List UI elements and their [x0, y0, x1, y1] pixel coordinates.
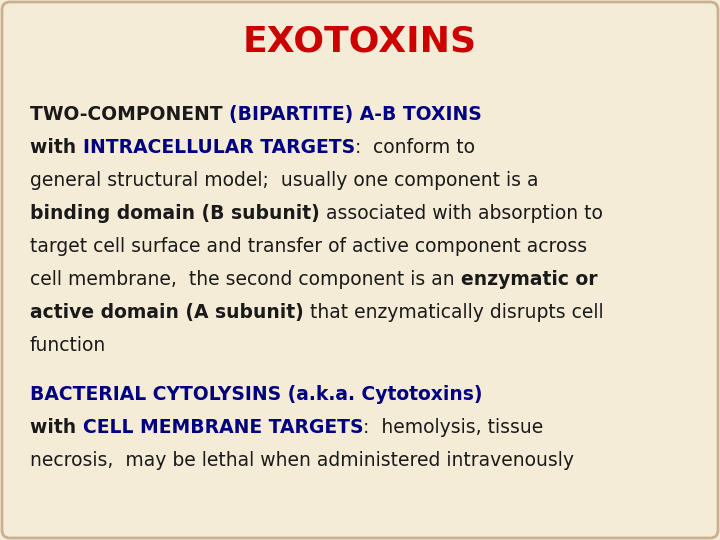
Text: active domain (A subunit): active domain (A subunit): [30, 303, 304, 322]
Text: target cell surface and transfer of active component across: target cell surface and transfer of acti…: [30, 237, 587, 256]
Text: with: with: [30, 138, 83, 157]
Text: TWO-COMPONENT: TWO-COMPONENT: [30, 105, 229, 124]
Text: necrosis,  may be lethal when administered intravenously: necrosis, may be lethal when administere…: [30, 451, 574, 470]
Text: enzymatic or: enzymatic or: [461, 270, 598, 289]
Text: EXOTOXINS: EXOTOXINS: [243, 25, 477, 59]
Text: associated with absorption to: associated with absorption to: [320, 204, 603, 223]
Text: conform to: conform to: [367, 138, 475, 157]
Text: INTRACELLULAR TARGETS: INTRACELLULAR TARGETS: [83, 138, 355, 157]
Text: that enzymatically disrupts cell: that enzymatically disrupts cell: [304, 303, 603, 322]
Text: :  hemolysis, tissue: : hemolysis, tissue: [363, 418, 544, 437]
Text: cell membrane,  the second component is an: cell membrane, the second component is a…: [30, 270, 461, 289]
Text: function: function: [30, 336, 107, 355]
Text: with: with: [30, 418, 83, 437]
Text: general structural model;  usually one component is a: general structural model; usually one co…: [30, 171, 539, 190]
Text: BACTERIAL CYTOLYSINS (a.k.a. Cytotoxins): BACTERIAL CYTOLYSINS (a.k.a. Cytotoxins): [30, 385, 482, 404]
Text: binding domain (B subunit): binding domain (B subunit): [30, 204, 320, 223]
Text: CELL MEMBRANE TARGETS: CELL MEMBRANE TARGETS: [83, 418, 363, 437]
Text: :: :: [355, 138, 367, 157]
Text: (BIPARTITE) A-B TOXINS: (BIPARTITE) A-B TOXINS: [229, 105, 482, 124]
